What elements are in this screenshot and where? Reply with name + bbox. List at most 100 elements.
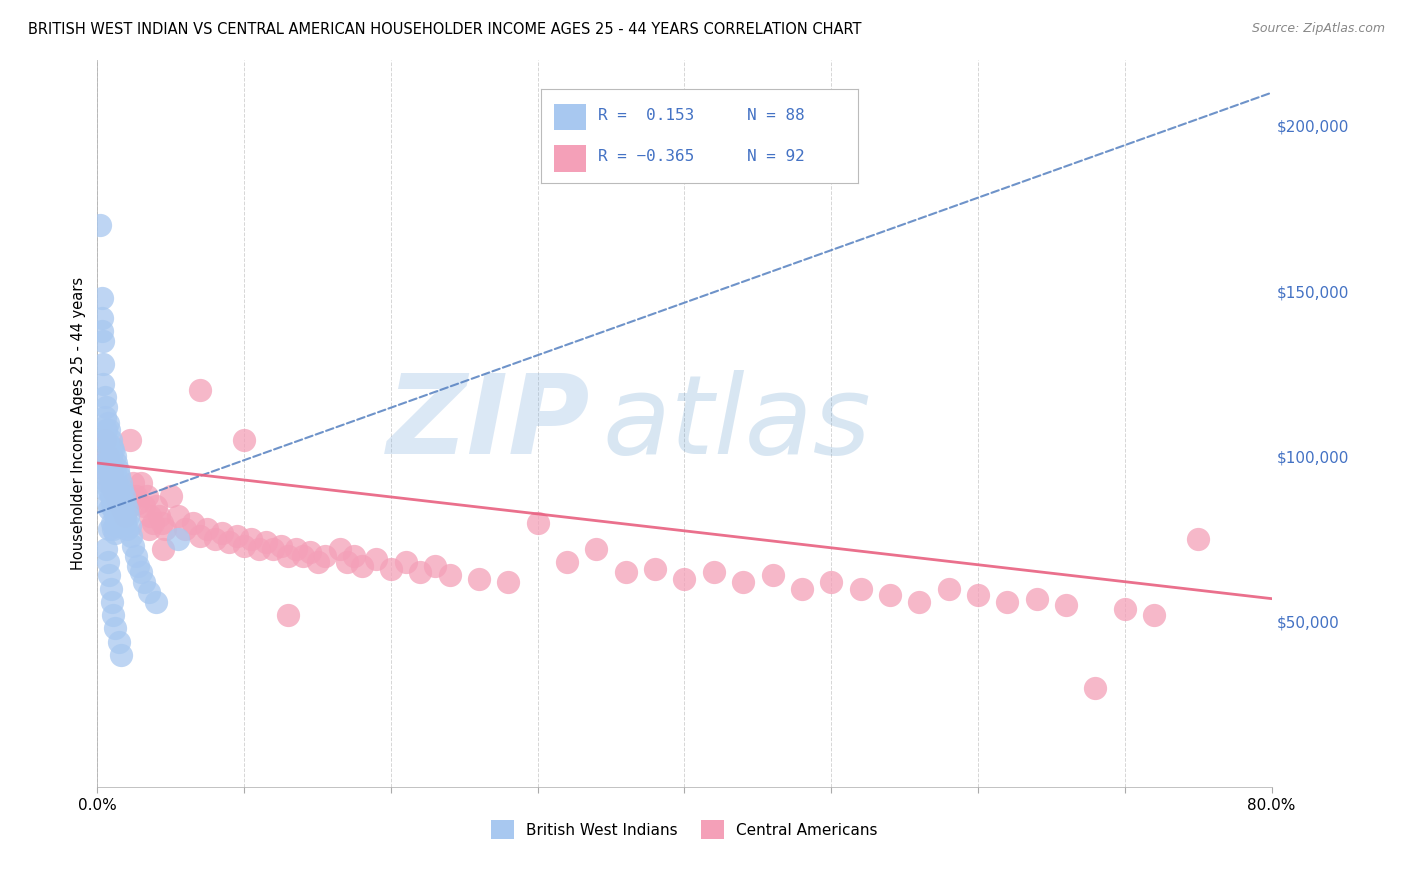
Point [100,582,122,596]
Point [423,558,446,573]
Point [761,568,783,582]
Point [108,485,131,500]
Point [145,499,167,513]
Point [90,310,112,325]
Point [703,565,725,579]
Point [93,429,115,443]
Point [104,450,127,464]
Point [104,485,127,500]
Point [526,516,548,530]
Point [167,508,190,523]
Point [908,595,931,609]
Point [93,456,115,470]
Point [100,469,122,483]
Point [93,433,115,447]
Point [1187,532,1209,546]
Point [136,489,159,503]
Point [366,552,388,566]
Point [197,522,219,536]
Point [97,436,120,450]
Point [89,218,111,232]
Point [291,549,314,563]
Point [254,535,277,549]
Point [131,565,153,579]
Point [101,496,124,510]
Point [107,483,129,497]
Point [134,499,156,513]
Point [97,475,120,490]
Point [1143,608,1166,623]
Text: R = −0.365: R = −0.365 [599,149,695,164]
Point [104,621,127,635]
Bar [554,104,586,130]
Legend: British West Indians, Central Americans: British West Indians, Central Americans [485,814,884,845]
Text: atlas: atlas [602,370,870,477]
Point [139,508,162,523]
Point [112,489,135,503]
Point [115,502,138,516]
Point [233,539,256,553]
Point [103,608,125,623]
Point [240,532,263,546]
Point [124,489,146,503]
Point [142,516,165,530]
Point [101,595,124,609]
Point [614,565,637,579]
Point [115,502,138,516]
Point [114,516,136,530]
Point [105,456,128,470]
Point [110,496,132,510]
Point [121,475,143,490]
Point [188,529,211,543]
Point [112,496,135,510]
Point [152,542,174,557]
Text: N = 92: N = 92 [747,149,804,164]
Point [343,549,366,563]
Point [733,575,755,590]
Point [1054,599,1077,613]
Point [117,508,139,523]
Point [107,479,129,493]
Point [108,506,131,520]
Point [328,542,350,557]
Point [90,291,112,305]
Point [111,483,134,497]
Point [150,516,173,530]
Point [307,555,329,569]
Point [101,456,124,470]
Point [103,483,125,497]
Point [105,496,128,510]
Point [967,588,990,602]
Point [555,555,578,569]
Point [98,463,121,477]
Text: BRITISH WEST INDIAN VS CENTRAL AMERICAN HOUSEHOLDER INCOME AGES 25 - 44 YEARS CO: BRITISH WEST INDIAN VS CENTRAL AMERICAN … [28,22,862,37]
Point [167,532,190,546]
Point [409,565,432,579]
Point [138,522,160,536]
Point [101,466,124,480]
Point [114,508,136,523]
Point [104,475,127,490]
Point [103,522,125,536]
Point [121,539,143,553]
Point [995,595,1018,609]
Point [145,595,167,609]
Point [110,489,132,503]
Point [98,502,121,516]
Point [108,469,131,483]
Point [380,562,402,576]
Point [938,582,960,596]
Point [97,496,120,510]
Point [394,555,416,569]
Y-axis label: Householder Income Ages 25 - 44 years: Householder Income Ages 25 - 44 years [72,277,86,570]
Point [138,585,160,599]
Point [100,489,122,503]
Point [105,475,128,490]
Point [104,506,127,520]
Point [673,572,696,586]
Point [211,525,233,540]
Point [1025,591,1047,606]
Point [104,466,127,480]
Point [263,542,285,557]
Point [101,475,124,490]
